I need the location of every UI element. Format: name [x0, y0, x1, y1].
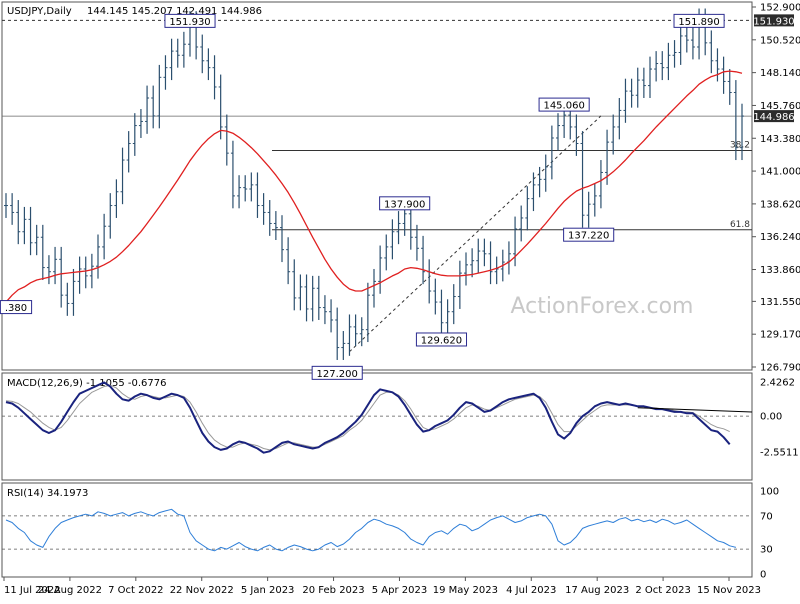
rsi-line — [5, 508, 737, 552]
swing-label-box — [164, 13, 216, 28]
ohlc-readout: 144.145 145.207 142.491 144.986 — [87, 6, 262, 17]
macd-panel — [1, 372, 753, 481]
price-tick-label: 129.170 — [760, 330, 800, 341]
swing-label-box — [415, 332, 468, 347]
macd-line — [5, 381, 731, 454]
swing-label-box — [538, 97, 590, 112]
watermark: ActionForex.com — [511, 294, 694, 319]
price-tick-label: 150.520 — [760, 35, 800, 46]
price-tick-label: 131.550 — [760, 297, 800, 308]
fib-label: 61.8 — [730, 220, 750, 230]
price-tick-label: 152.900 — [760, 3, 800, 14]
price-tick-label: 126.790 — [760, 363, 800, 374]
macd-tick-label: 2.4262 — [760, 378, 795, 389]
price-tick-label: 133.860 — [760, 265, 800, 276]
current-price-tag — [754, 110, 794, 123]
rsi-panel — [1, 482, 753, 578]
x-tick-label: 24 Aug 2022 — [38, 585, 102, 596]
ref-line-label: 151.930 — [753, 16, 794, 27]
macd-tick-label: -2.5511 — [760, 448, 799, 459]
x-tick-label: 11 Jul 2022 — [4, 585, 61, 596]
x-tick-label: 5 Apr 2023 — [372, 585, 427, 596]
rsi-tick-label: 100 — [760, 487, 779, 498]
current-price-label: 144.986 — [753, 112, 794, 123]
price-tick-label: 138.620 — [760, 199, 800, 210]
macd-tick-label: 0.00 — [760, 412, 782, 423]
rsi-tick-label: 70 — [760, 511, 773, 522]
moving-average-line — [5, 70, 743, 303]
x-tick-label: 20 Feb 2023 — [302, 585, 364, 596]
fib-label: 38.2 — [730, 141, 750, 151]
x-tick-label: 22 Nov 2022 — [170, 585, 234, 596]
ref-line-tag — [754, 14, 794, 27]
rsi-panel-title: RSI(14) 34.1973 — [7, 488, 88, 499]
price-panel — [1, 1, 753, 371]
x-tick-label: 19 May 2023 — [433, 585, 498, 596]
macd-trendline — [637, 407, 753, 413]
rsi-tick-label: 0 — [760, 570, 766, 581]
x-tick-label: 2 Oct 2023 — [635, 585, 690, 596]
macd-panel-title: MACD(12,26,9) -1.1055 -0.6776 — [7, 378, 167, 389]
swing-label: 151.930 — [169, 17, 210, 28]
swing-label-box — [673, 13, 725, 28]
price-tick-label: 136.240 — [760, 232, 800, 243]
price-tick-label: 145.760 — [760, 101, 800, 112]
swing-label-box — [563, 227, 615, 242]
swing-label: 137.900 — [384, 199, 425, 210]
macd-signal-line — [5, 384, 730, 451]
swing-label-box — [0, 300, 33, 315]
swing-label: 127.200 — [317, 369, 358, 380]
swing-label: .380 — [5, 303, 27, 314]
swing-label: 151.890 — [678, 17, 719, 28]
price-panel-title: USDJPY,Daily — [7, 6, 72, 17]
rsi-tick-label: 30 — [760, 545, 773, 556]
x-tick-label: 15 Nov 2023 — [697, 585, 761, 596]
x-tick-label: 7 Oct 2022 — [108, 585, 163, 596]
swing-label-box — [311, 365, 363, 380]
swing-label-box — [379, 196, 431, 211]
swing-label: 145.060 — [543, 101, 584, 112]
x-tick-label: 17 Aug 2023 — [565, 585, 629, 596]
swing-label: 129.620 — [421, 335, 462, 346]
x-tick-label: 5 Jan 2023 — [241, 585, 295, 596]
price-tick-label: 141.000 — [760, 167, 800, 178]
x-tick-label: 4 Jul 2023 — [506, 585, 556, 596]
price-tick-label: 148.140 — [760, 68, 800, 79]
swing-label: 137.220 — [568, 231, 609, 242]
price-tick-label: 143.380 — [760, 134, 800, 145]
